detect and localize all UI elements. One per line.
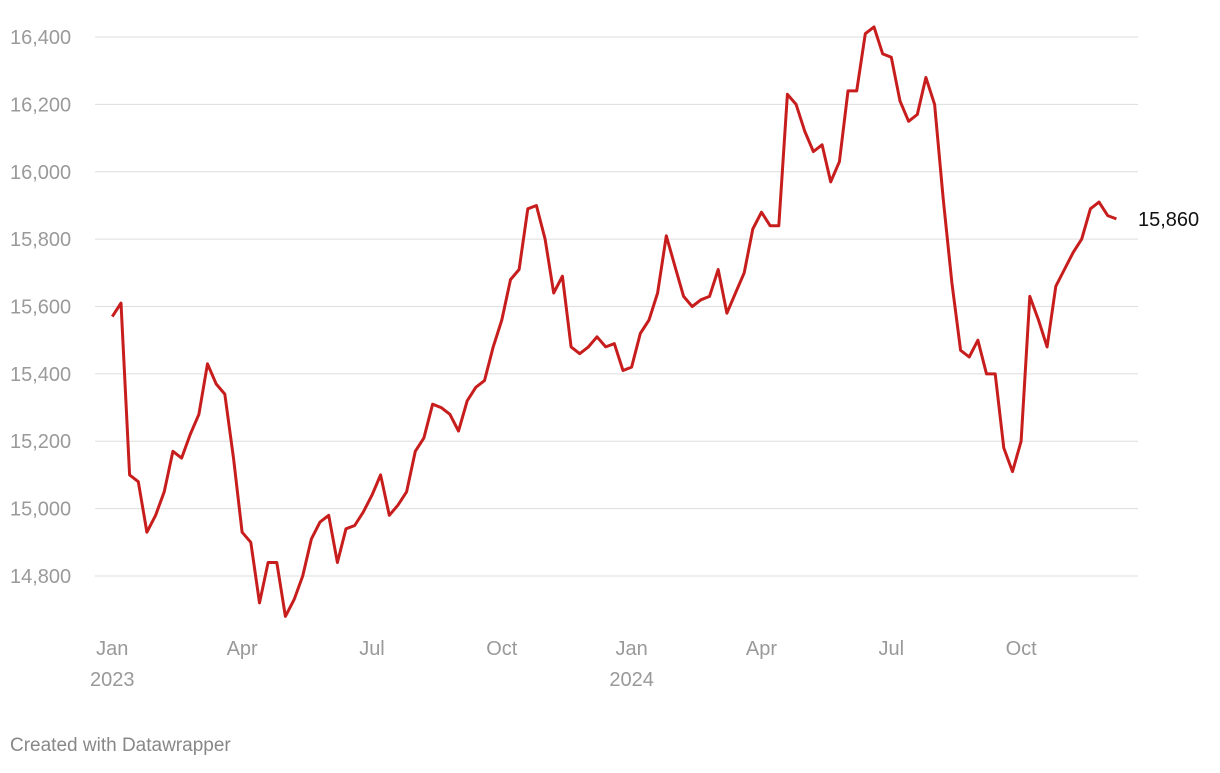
x-tick-label: Oct — [1006, 638, 1038, 660]
line — [111, 25, 1117, 618]
x-tick-label: Jul — [359, 638, 385, 660]
value-label: 15,860 — [1138, 209, 1199, 231]
x-tick-year: 2024 — [609, 669, 654, 691]
x-tick-label: Apr — [746, 638, 777, 660]
y-tick-label: 15,000 — [10, 499, 71, 521]
y-tick-label: 15,800 — [10, 229, 71, 251]
y-tick-label: 16,000 — [10, 162, 71, 184]
x-tick-label: Jan — [616, 638, 648, 660]
x-tick-label: Jul — [879, 638, 905, 660]
y-tick-label: 15,200 — [10, 431, 71, 453]
y-tick-label: 15,400 — [10, 364, 71, 386]
y-tick-label: 16,200 — [10, 94, 71, 116]
y-tick-label: 15,600 — [10, 297, 71, 319]
x-tick-year: 2023 — [90, 669, 135, 691]
x-tick-label: Jan — [96, 638, 128, 660]
footer: Created with Datawrapper — [10, 735, 231, 756]
y-tick-label: 14,800 — [10, 566, 71, 588]
x-tick-label: Apr — [227, 638, 258, 660]
y-tick-label: 16,400 — [10, 27, 71, 49]
x-tick-label: Oct — [486, 638, 518, 660]
